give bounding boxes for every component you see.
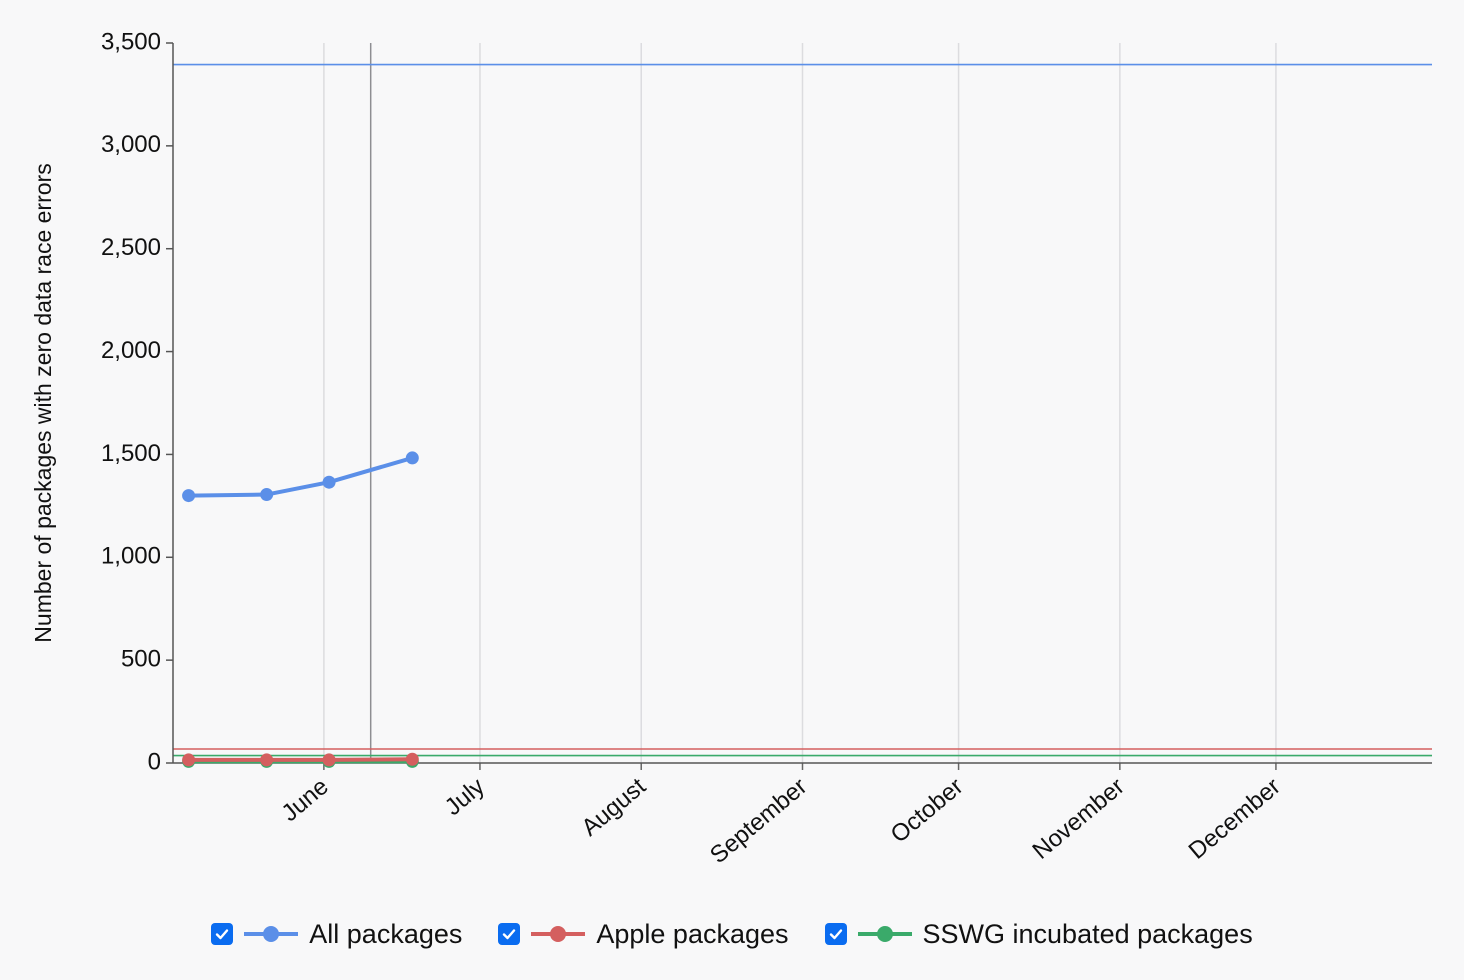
x-tick-label: December: [1184, 773, 1286, 865]
y-tick-label: 1,000: [101, 543, 161, 570]
data-point: [322, 475, 336, 489]
data-point: [260, 753, 274, 767]
legend-checkbox-all-packages[interactable]: [211, 923, 234, 945]
legend-checkbox-apple-packages[interactable]: [498, 923, 521, 945]
y-tick-label: 3,000: [101, 131, 161, 158]
legend-label: All packages: [309, 918, 463, 949]
legend-swatch-apple-packages-icon: [531, 926, 586, 942]
chart: June July August September October November De…: [30, 28, 1432, 869]
data-point: [322, 753, 336, 767]
x-tick-label: September: [705, 773, 812, 869]
y-tick-label: 2,500: [101, 234, 161, 261]
data-point: [260, 488, 274, 502]
target-lines: [173, 63, 1432, 757]
axes: June July August September October November De…: [101, 28, 1432, 869]
legend-swatch-all-packages-icon: [244, 926, 299, 942]
y-axis-label: Number of packages with zero data race e…: [30, 163, 56, 642]
x-tick-label: November: [1028, 773, 1130, 865]
grid-lines: [323, 43, 1277, 763]
x-tick-label: August: [576, 773, 651, 842]
data-point: [182, 489, 196, 503]
y-tick-label: 1,500: [101, 440, 161, 467]
legend-item-all-packages[interactable]: All packages: [211, 919, 462, 950]
checkmark-icon: [503, 929, 516, 940]
legend-checkbox-sswg-incubated-packages[interactable]: [824, 923, 847, 945]
checkmark-icon: [829, 929, 842, 940]
legend-item-sswg-incubated-packages[interactable]: SSWG incubated packages: [824, 918, 1253, 950]
x-tick-label: June: [277, 773, 334, 827]
checkmark-icon: [216, 929, 229, 940]
data-point: [405, 752, 419, 766]
x-tick-label: July: [440, 773, 490, 821]
y-tick-label: 500: [121, 645, 161, 672]
y-tick-label: 3,500: [101, 28, 161, 55]
data-point: [182, 753, 196, 767]
series-line: [186, 455, 415, 498]
legend-item-apple-packages[interactable]: Apple packages: [498, 918, 789, 950]
series-layer: [182, 451, 419, 768]
series-line: [186, 757, 415, 762]
legend-label: Apple packages: [596, 918, 789, 949]
data-point: [405, 451, 419, 465]
x-tick-label: October: [886, 773, 969, 849]
y-tick-label: 2,000: [101, 337, 161, 364]
y-tick-label: 0: [148, 748, 161, 775]
legend: All packages Apple packages SSWG incubat…: [0, 906, 1464, 962]
legend-label: SSWG incubated packages: [922, 918, 1253, 949]
legend-swatch-sswg-incubated-packages-icon: [857, 926, 912, 942]
